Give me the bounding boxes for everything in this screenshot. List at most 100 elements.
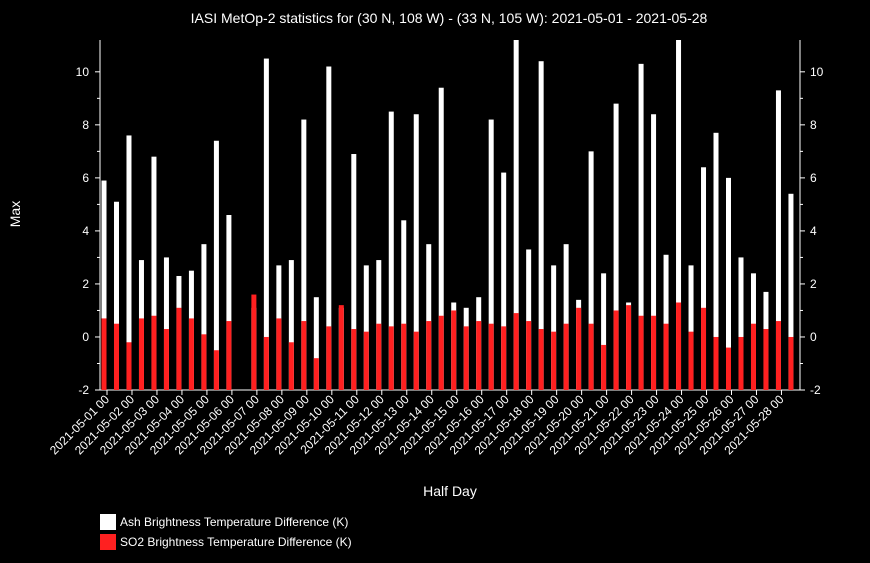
bar-so2 [501,326,507,390]
bar-so2 [213,350,219,390]
bar-ash [501,172,507,390]
bar-so2 [101,318,107,390]
y-tick-label-right: 8 [810,118,817,132]
bar-ash [213,140,219,390]
bar-ash [201,244,207,390]
bar-ash [688,265,694,390]
y-tick-label-left: 2 [82,277,89,291]
bar-so2 [401,323,407,390]
y-tick-label-left: 8 [82,118,89,132]
bar-so2 [363,331,369,390]
bar-ash [676,40,682,390]
bar-ash [613,103,619,391]
bar-so2 [551,331,557,390]
bar-so2 [288,342,294,390]
legend-swatch-so2 [100,534,116,550]
bar-ash [601,273,607,390]
legend: Ash Brightness Temperature Difference (K… [100,512,352,552]
bar-ash [226,215,232,390]
bar-ash [551,265,557,390]
bar-so2 [750,323,756,390]
bar-so2 [638,315,644,390]
bar-ash [313,297,319,390]
legend-item-ash: Ash Brightness Temperature Difference (K… [100,512,352,532]
y-tick-label-right: 10 [810,65,824,79]
bar-so2 [788,336,794,390]
bar-ash [326,66,332,391]
bar-ash [126,135,132,390]
bar-ash [513,40,519,390]
bar-ash [438,87,444,391]
bar-ash [363,265,369,390]
bar-so2 [651,315,657,390]
y-tick-label-right: -2 [810,383,821,397]
bar-so2 [726,347,731,390]
bar-ash [288,260,294,390]
bar-ash [713,132,719,390]
legend-label-so2: SO2 Brightness Temperature Difference (K… [120,535,352,549]
bar-so2 [251,294,257,390]
bar-so2 [476,321,482,390]
bar-so2 [151,315,157,390]
bar-so2 [713,336,719,390]
bar-ash [663,254,669,390]
bar-so2 [226,321,232,390]
y-tick-label-left: 6 [82,171,89,185]
x-axis-label: Half Day [423,483,477,499]
bar-ash [788,193,794,390]
y-tick-label-right: 0 [810,330,817,344]
bar-so2 [601,344,607,390]
bar-ash [488,119,494,390]
bar-so2 [201,334,207,390]
bar-ash [538,61,544,390]
legend-label-ash: Ash Brightness Temperature Difference (K… [120,515,349,529]
bar-ash [651,114,657,390]
bar-so2 [138,318,144,390]
bar-ash [151,156,157,390]
bar-so2 [388,326,394,390]
bar-ash [738,257,744,390]
y-axis-label: Max [7,201,23,227]
bar-ash [301,119,307,390]
y-tick-label-left: 10 [76,65,90,79]
bar-so2 [688,331,694,390]
bar-ash [426,244,432,390]
bar-ash [588,151,594,390]
chart-title: IASI MetOp-2 statistics for (30 N, 108 W… [191,10,708,26]
bar-so2 [176,307,182,390]
bar-so2 [526,321,532,390]
bar-ash [775,90,781,390]
bar-ash [163,257,169,390]
bar-so2 [563,323,569,390]
bar-so2 [576,307,582,390]
bar-so2 [738,336,744,390]
bar-so2 [538,329,544,390]
bar-so2 [263,336,269,390]
bar-ash [351,154,357,390]
bar-so2 [376,323,382,390]
bar-so2 [326,326,332,390]
legend-item-so2: SO2 Brightness Temperature Difference (K… [100,532,352,552]
bar-so2 [438,315,444,390]
bar-so2 [663,323,669,390]
bar-ash [563,244,569,390]
bar-ash [401,220,407,390]
bar-ash [413,114,419,390]
bar-so2 [676,302,682,390]
bar-ash [701,167,707,390]
bar-so2 [775,321,781,390]
y-tick-label-left: -2 [78,383,89,397]
bar-so2 [113,323,119,390]
bar-so2 [301,321,307,390]
y-tick-label-right: 2 [810,277,817,291]
bar-so2 [626,305,632,390]
y-tick-label-left: 4 [82,224,89,238]
bar-ash [101,180,107,390]
bar-so2 [451,310,457,390]
bar-so2 [313,358,319,390]
bar-so2 [488,323,494,390]
bar-so2 [513,313,519,390]
bar-ash [263,58,269,390]
